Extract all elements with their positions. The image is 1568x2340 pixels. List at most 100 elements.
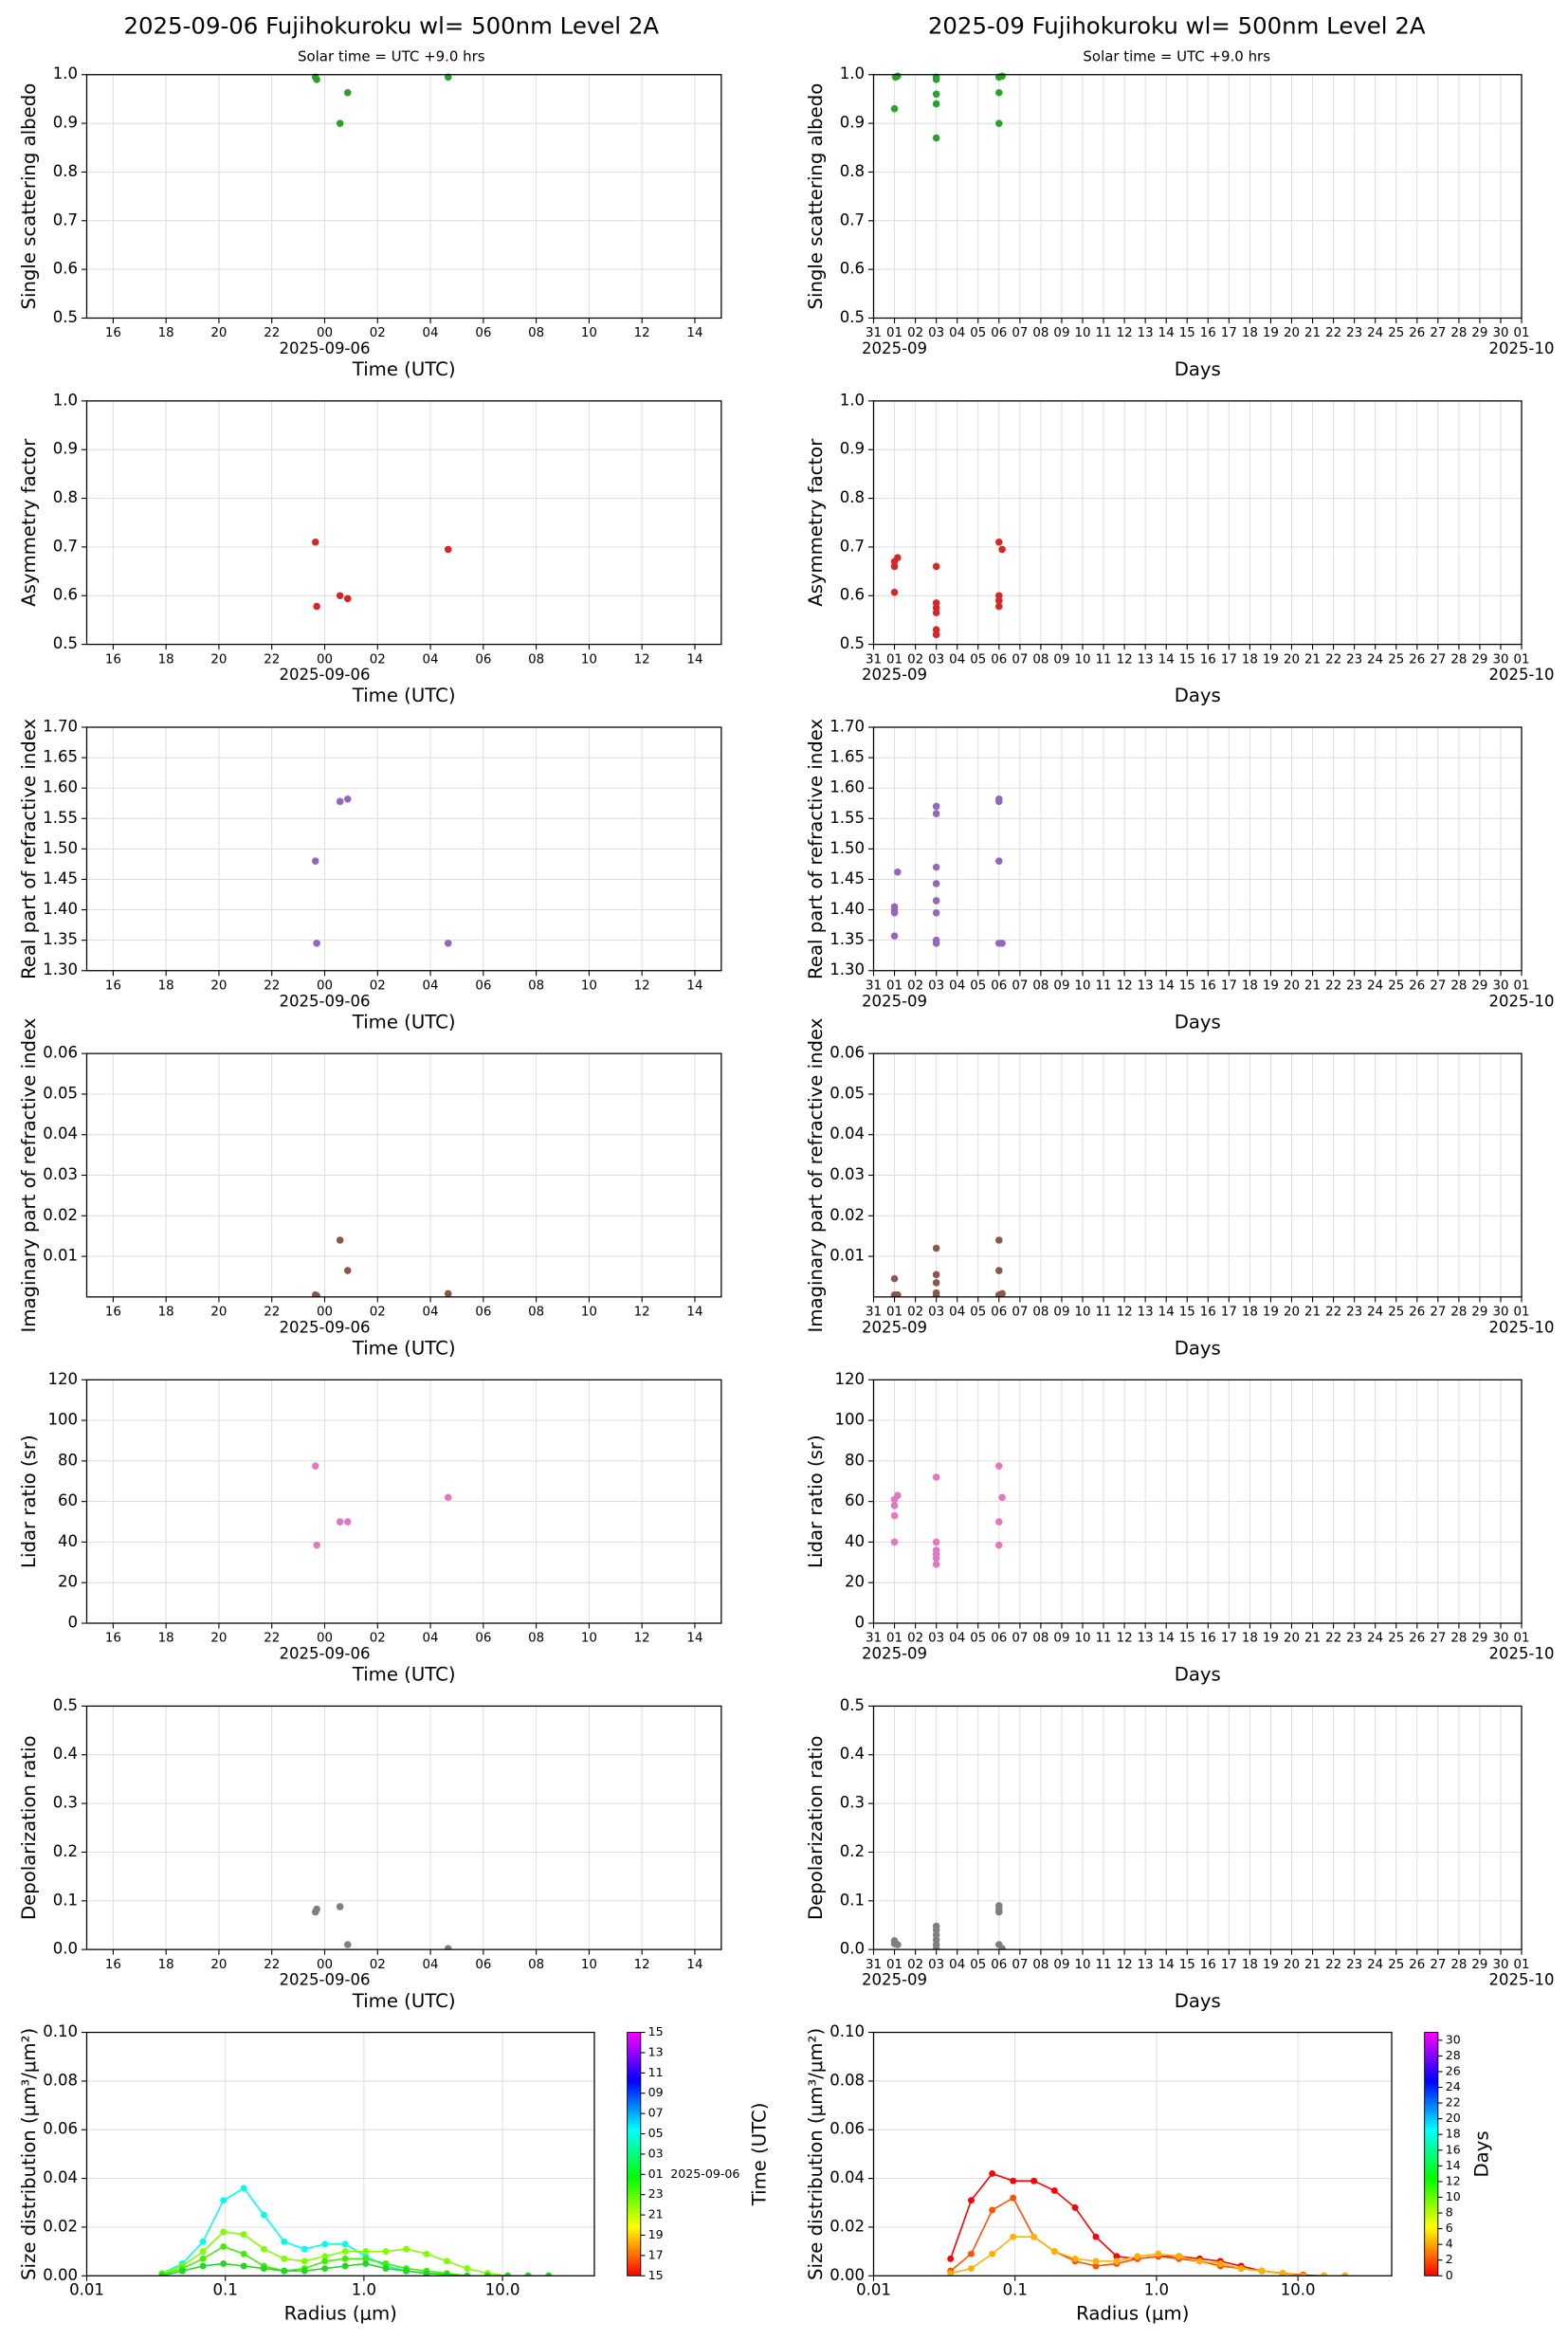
- point: [1321, 2272, 1328, 2276]
- x-tick-label: 24: [1367, 326, 1383, 340]
- x-tick-label: 10: [1074, 652, 1090, 667]
- x-tick-label: 18: [158, 1306, 174, 1320]
- x-tick-label: 22: [264, 326, 280, 340]
- colorbar-tick-label: 21: [648, 2207, 664, 2221]
- y-tick-label: 20: [58, 1573, 78, 1591]
- y-axis-label: Imaginary part of refractive index: [805, 1018, 827, 1333]
- x-tick-label: 06: [475, 1306, 491, 1320]
- point: [1050, 2186, 1058, 2194]
- colorbar-tick-label: 30: [1446, 2032, 1461, 2046]
- point: [995, 1267, 1003, 1274]
- x-tick-label: 03: [928, 1306, 944, 1320]
- x-tick-label: 00: [317, 1632, 333, 1646]
- point: [1155, 2250, 1162, 2258]
- x-date-label: 2025-09: [862, 1318, 927, 1336]
- panel: 16 18 20 22 00 02 04 06 08 10 12 14 1.30 1.35 1.40 1.45…: [18, 718, 722, 1033]
- y-tick-label: 0.2: [53, 1842, 78, 1860]
- point: [343, 795, 352, 803]
- y-tick-label: 0.9: [840, 114, 865, 132]
- point: [343, 1267, 352, 1274]
- x-tick-label: 23: [1346, 1632, 1362, 1646]
- x-tick-label: 09: [1053, 978, 1069, 993]
- x-tick-label: 1.0: [1144, 2281, 1169, 2299]
- colorbar-tick-label: 01: [648, 2166, 664, 2181]
- x-tick-label: 25: [1388, 1958, 1404, 1972]
- x-tick-label: 23: [1346, 1958, 1362, 1972]
- y-tick-label: 0.02: [43, 2217, 78, 2235]
- data-layer: [158, 2185, 553, 2276]
- y-axis-label: Single scattering albedo: [805, 83, 827, 310]
- x-tick-label: 22: [1325, 326, 1341, 340]
- plot-frame: [85, 1379, 722, 1624]
- x-tick-label: 21: [1304, 652, 1321, 667]
- x-tick-label: 18: [1242, 326, 1258, 340]
- series-line: [161, 2262, 549, 2276]
- y-tick-label: 0.6: [53, 260, 78, 278]
- y-tick-label: 80: [845, 1451, 865, 1469]
- point: [382, 2259, 390, 2267]
- plot-frame: [85, 2031, 595, 2276]
- x-tick-label: 04: [423, 978, 439, 993]
- x-axis-label: Time (UTC): [352, 358, 456, 380]
- point: [483, 2272, 491, 2276]
- point: [423, 2250, 430, 2258]
- x-tick-label: 03: [928, 652, 944, 667]
- x-date-label: 2025-09-06: [280, 666, 371, 684]
- colorbar-tick-label: 6: [1446, 2221, 1453, 2235]
- x-tick-label: 30: [1492, 326, 1508, 340]
- x-tick-label: 31: [866, 978, 882, 993]
- point: [995, 119, 1003, 127]
- point: [336, 119, 344, 127]
- y-axis-label: Asymmetry factor: [18, 438, 40, 607]
- x-tick-label: 03: [928, 978, 944, 993]
- x-tick-label: 05: [970, 1632, 986, 1646]
- data-layer: [890, 1462, 1006, 1568]
- point: [1113, 2253, 1121, 2260]
- point: [199, 2248, 207, 2256]
- x-tick-label: 21: [1304, 1632, 1321, 1646]
- x-date-label: 2025-09-06: [280, 1318, 371, 1336]
- plot-frame: [872, 1052, 1522, 1298]
- x-tick-label: 12: [1117, 652, 1133, 667]
- y-tick-label: 0.5: [840, 1696, 865, 1714]
- x-tick-label: 13: [1138, 1958, 1154, 1972]
- plot-frame: [872, 726, 1522, 972]
- x-tick-label: 07: [1012, 1958, 1028, 1972]
- x-tick-label: 01: [886, 1958, 903, 1972]
- x-tick-label: 29: [1471, 978, 1487, 993]
- point: [1010, 2194, 1017, 2202]
- x-tick-label: 17: [1221, 652, 1237, 667]
- point: [199, 2238, 207, 2245]
- x-tick-label: 10: [1074, 978, 1090, 993]
- point: [336, 592, 344, 600]
- x-tick-label: 12: [634, 652, 650, 667]
- x-tick-label: 10: [581, 652, 597, 667]
- point: [894, 1290, 902, 1297]
- panel: 0.01 0.1 1.0 10.0 0.00 0.02 0.04 0.06 0.08 0.10 Ra…: [805, 2022, 1492, 2325]
- y-axis-label: Size distribution (μm³/μm²): [805, 2028, 827, 2280]
- x-tick-label: 11: [1096, 1632, 1112, 1646]
- x-date-label: 2025-09: [862, 992, 927, 1010]
- panel: 0.01 0.1 1.0 10.0 0.00 0.02 0.04 0.06 0.08 0.10 Ra…: [18, 2022, 770, 2325]
- x-tick-label: 22: [1325, 1306, 1341, 1320]
- point: [1216, 2259, 1224, 2267]
- colorbar-tick-label: 22: [1446, 2095, 1461, 2110]
- x-tick-label: 22: [1325, 978, 1341, 993]
- x-tick-label: 04: [949, 1306, 965, 1320]
- colorbar-tick-label: 24: [1446, 2079, 1461, 2093]
- point: [894, 1941, 902, 1948]
- point: [382, 2248, 390, 2256]
- point: [932, 1244, 940, 1252]
- x-tick-label: 20: [1284, 652, 1300, 667]
- x-tick-label: 22: [1325, 652, 1341, 667]
- x-tick-label: 20: [210, 978, 227, 993]
- series-line: [950, 2236, 1345, 2276]
- y-tick-label: 0.3: [840, 1794, 865, 1812]
- point: [362, 2255, 370, 2262]
- y-tick-label: 1.45: [830, 869, 865, 887]
- x-tick-label: 04: [949, 652, 965, 667]
- x-tick-label: 06: [991, 652, 1007, 667]
- point: [932, 73, 940, 82]
- y-tick-label: 0.01: [43, 1247, 78, 1265]
- x-tick-label: 12: [1117, 1632, 1133, 1646]
